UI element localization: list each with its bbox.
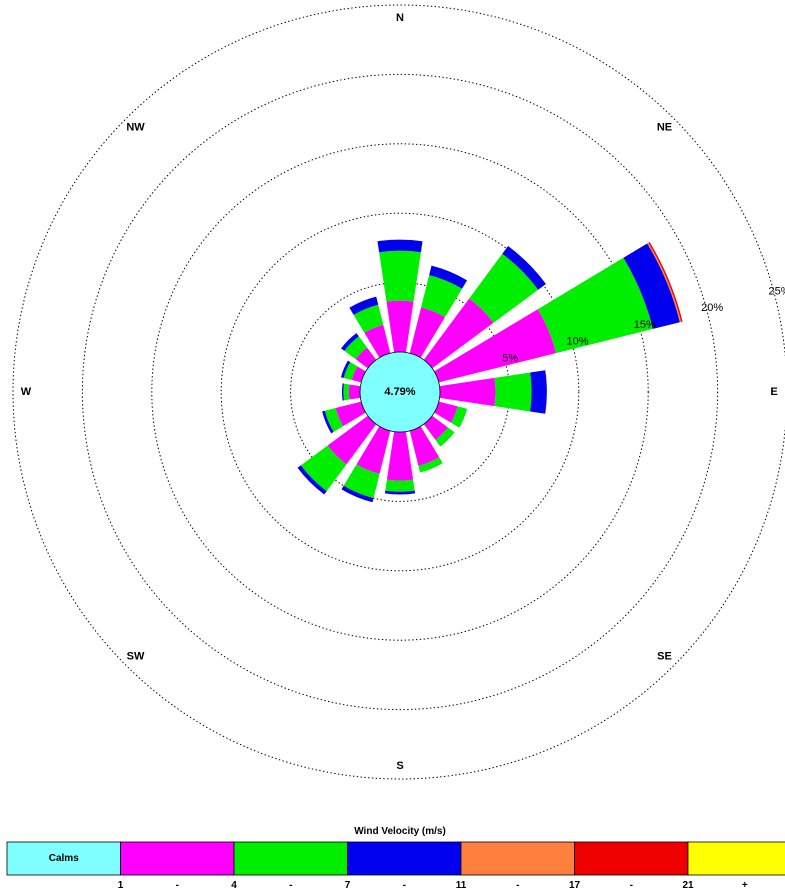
bar-nne-series-1 [421, 275, 463, 318]
compass-label-n: N [396, 12, 404, 24]
bar-ene-series-4 [648, 242, 683, 322]
legend-tick-6: 11 [456, 880, 467, 891]
legend-tick-7: - [516, 880, 519, 891]
calm-circle [359, 351, 441, 433]
bar-nw-series-2 [341, 333, 359, 351]
bar-s-series-1 [385, 479, 415, 492]
bar-ese-series-0 [434, 401, 458, 423]
bar-sw-series-0 [327, 415, 377, 465]
bar-ese-series-1 [450, 406, 468, 428]
legend-swatch-2 [347, 841, 462, 876]
bar-ssw-series-0 [356, 426, 391, 474]
ring-10 [220, 212, 580, 572]
bar-wnw-series-1 [343, 362, 358, 380]
bar-n-series-0 [386, 300, 414, 353]
legend-tick-11: + [742, 880, 748, 891]
compass-labels: N NE E SE S SW W NW [21, 12, 778, 772]
bar-nnw-series-2 [349, 296, 379, 315]
legend-swatch-5 [687, 841, 785, 876]
bar-nnw-series-0 [364, 324, 391, 358]
bar-se-series-0 [423, 415, 448, 440]
bar-nne-series-0 [409, 307, 445, 358]
ring-label-20: 20% [701, 302, 723, 314]
legend-tick-2: 4 [231, 880, 237, 891]
compass-label-nw: NW [126, 122, 145, 134]
legend-calms-box [6, 841, 121, 876]
bar-sw-series-2 [297, 465, 327, 495]
bar-ene-series-0 [434, 309, 556, 383]
bar-ene-series-1 [537, 257, 653, 354]
legend-tick-0: 1 [118, 880, 124, 891]
compass-label-e: E [770, 386, 777, 398]
wind-rose-bars [297, 239, 683, 503]
legend-swatch-1 [233, 841, 348, 876]
bar-nne-series-2 [429, 265, 468, 289]
legend-calms-label: Calms [49, 853, 79, 864]
legend-swatch-4 [574, 841, 689, 876]
ring-label-15: 15% [634, 319, 656, 331]
bar-e-series-1 [494, 372, 532, 412]
ring-labels: 5% 10% 15% 20% 25% [502, 285, 785, 364]
bar-wsw-series-2 [322, 410, 334, 434]
bar-wnw-series-2 [340, 360, 351, 378]
bar-w-series-1 [343, 383, 350, 401]
bar-ene-series-2 [623, 243, 680, 329]
bar-ssw-series-1 [343, 464, 380, 499]
legend-swatch-0 [120, 841, 235, 876]
bar-n-series-1 [379, 250, 421, 302]
bar-sse-series-1 [418, 457, 443, 473]
ring-label-5: 5% [502, 353, 518, 365]
bar-ne-series-1 [469, 253, 539, 323]
bar-s-series-2 [384, 490, 416, 495]
calm-circle-group: 4.79% [359, 351, 441, 433]
legend-tick-8: 17 [569, 880, 581, 891]
bar-n-series-2 [377, 239, 423, 253]
bar-sse-series-0 [409, 426, 440, 466]
bar-nw-series-1 [344, 336, 368, 360]
bar-ne-series-0 [423, 298, 494, 369]
bar-ssw-series-2 [341, 485, 374, 503]
compass-label-s: S [396, 760, 403, 772]
legend-tick-1: - [176, 880, 179, 891]
compass-label-ne: NE [657, 122, 672, 134]
legend-tick-5: - [403, 880, 406, 891]
legend-tick-3: - [289, 880, 292, 891]
bar-se-series-1 [435, 427, 455, 447]
bar-nw-series-0 [355, 347, 377, 369]
bar-ne-series-2 [502, 246, 546, 290]
compass-label-se: SE [657, 651, 672, 663]
bar-e-series-2 [530, 370, 547, 414]
bar-wsw-series-1 [324, 408, 344, 432]
bar-w-series-0 [348, 384, 361, 400]
legend: Wind Velocity (m/s) Calms 1 - 4 - 7 - 11 - 17 - 21 + [6, 826, 785, 891]
bar-nnw-series-1 [353, 304, 384, 333]
ring-20 [81, 73, 719, 711]
bar-s-series-0 [386, 431, 414, 481]
compass-label-w: W [21, 386, 32, 398]
bar-e-series-0 [439, 377, 496, 407]
ring-15 [151, 143, 649, 641]
ring-label-10: 10% [566, 336, 588, 348]
legend-tick-10: 21 [682, 880, 694, 891]
legend-tick-9: - [630, 880, 633, 891]
compass-label-sw: SW [127, 651, 145, 663]
legend-swatch-3 [460, 841, 575, 876]
calm-percentage-label: 4.79% [384, 386, 415, 398]
ring-label-25: 25% [768, 285, 785, 297]
bar-ene-series-3 [647, 242, 682, 323]
bar-w-series-2 [341, 383, 344, 401]
legend-tick-4: 7 [345, 880, 351, 891]
bar-wsw-series-0 [335, 401, 366, 427]
bar-sw-series-1 [300, 445, 347, 492]
legend-title: Wind Velocity (m/s) [354, 826, 446, 837]
